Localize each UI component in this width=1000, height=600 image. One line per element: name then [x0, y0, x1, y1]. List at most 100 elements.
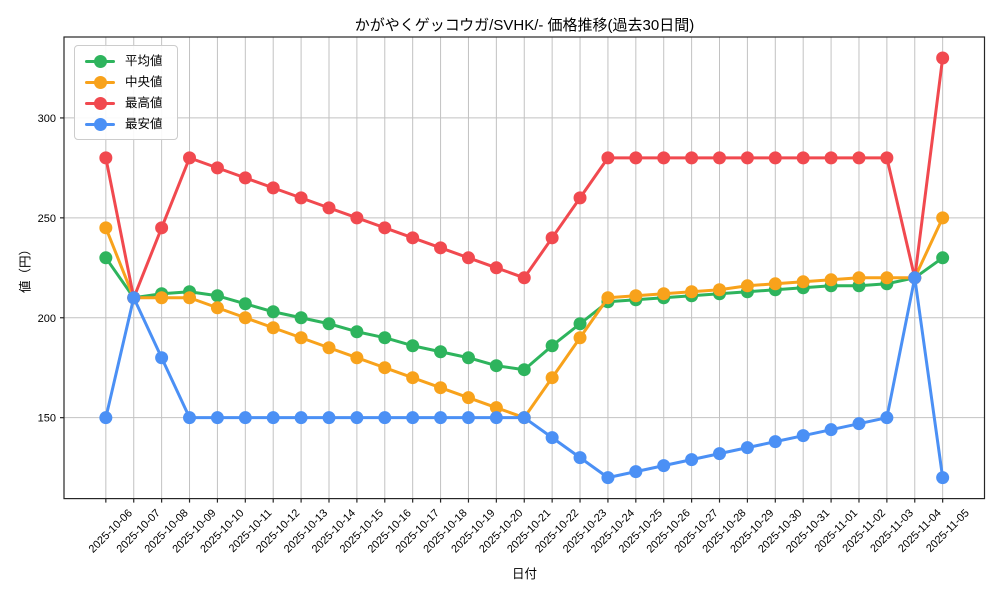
x-axis-label: 日付 — [511, 567, 537, 581]
data-point-max — [601, 151, 615, 165]
data-point-min — [127, 291, 141, 305]
y-tick-label: 250 — [38, 213, 56, 225]
data-point-median — [936, 211, 950, 225]
data-point-max — [573, 191, 587, 205]
data-point-max — [350, 211, 364, 225]
data-point-average — [238, 297, 252, 311]
legend-marker-max — [85, 96, 115, 110]
data-point-min — [99, 411, 113, 425]
data-point-min — [796, 429, 810, 443]
data-point-min — [573, 451, 587, 465]
data-point-average — [573, 317, 587, 331]
data-point-max — [824, 151, 838, 165]
data-point-average — [99, 251, 113, 265]
data-point-min — [629, 465, 643, 479]
legend-marker-median — [85, 75, 115, 89]
data-point-min — [852, 417, 866, 431]
data-point-min — [713, 447, 727, 461]
data-point-median — [685, 285, 699, 299]
data-point-median — [350, 351, 364, 365]
data-point-average — [294, 311, 308, 325]
legend-marker-min — [85, 117, 115, 131]
data-point-min — [322, 411, 336, 425]
data-point-max — [294, 191, 308, 205]
data-point-max — [657, 151, 671, 165]
data-point-average — [350, 325, 364, 339]
data-point-median — [573, 331, 587, 345]
data-point-min — [685, 453, 699, 467]
legend-label-min: 最安値 — [125, 117, 163, 131]
data-point-median — [601, 291, 615, 305]
data-point-min — [406, 411, 420, 425]
data-point-max — [406, 231, 420, 245]
data-point-median — [294, 331, 308, 345]
data-point-average — [461, 351, 475, 365]
data-point-median — [545, 371, 559, 385]
legend-item-min: 最安値 — [85, 117, 163, 131]
data-point-max — [936, 51, 950, 65]
data-point-min — [294, 411, 308, 425]
data-point-average — [545, 339, 559, 353]
data-point-min — [908, 271, 922, 285]
data-point-max — [768, 151, 782, 165]
data-point-max — [796, 151, 810, 165]
data-point-median — [434, 381, 448, 395]
data-point-min — [266, 411, 280, 425]
data-point-min — [489, 411, 503, 425]
data-point-max — [378, 221, 392, 235]
data-point-min — [824, 423, 838, 437]
legend-label-median: 中央値 — [125, 75, 163, 89]
data-point-median — [266, 321, 280, 335]
data-point-max — [99, 151, 113, 165]
data-point-median — [489, 401, 503, 415]
data-point-min — [545, 431, 559, 445]
y-tick-label: 300 — [38, 113, 56, 125]
data-point-min — [601, 471, 615, 485]
data-point-max — [322, 201, 336, 215]
data-point-min — [880, 411, 894, 425]
data-point-median — [155, 291, 169, 305]
data-point-max — [517, 271, 531, 285]
data-point-max — [155, 221, 169, 235]
data-point-median — [461, 391, 475, 405]
data-point-min — [210, 411, 224, 425]
data-point-max — [489, 261, 503, 275]
data-point-average — [266, 305, 280, 319]
data-point-average — [210, 289, 224, 303]
data-point-average — [378, 331, 392, 345]
data-point-min — [768, 435, 782, 449]
legend-label-max: 最高値 — [125, 96, 163, 110]
data-point-min — [517, 411, 531, 425]
legend-item-average: 平均値 — [85, 54, 163, 68]
data-point-average — [489, 359, 503, 373]
data-point-median — [713, 283, 727, 297]
data-point-average — [434, 345, 448, 359]
legend: 平均値中央値最高値最安値 — [74, 45, 178, 140]
y-tick-label: 150 — [38, 413, 56, 425]
data-point-max — [852, 151, 866, 165]
data-point-median — [183, 291, 197, 305]
data-point-max — [880, 151, 894, 165]
data-point-median — [824, 273, 838, 287]
data-point-min — [740, 441, 754, 455]
data-point-min — [461, 411, 475, 425]
data-point-min — [350, 411, 364, 425]
data-point-max — [434, 241, 448, 255]
data-point-average — [406, 339, 420, 353]
y-tick-label: 200 — [38, 313, 56, 325]
data-point-max — [238, 171, 252, 185]
data-point-median — [99, 221, 113, 235]
data-point-average — [322, 317, 336, 331]
chart-title: かがやくゲッコウガ/SVHK/- 価格推移(過去30日間) — [354, 17, 695, 34]
data-point-median — [629, 289, 643, 303]
data-point-median — [657, 287, 671, 301]
data-point-median — [378, 361, 392, 375]
data-point-max — [629, 151, 643, 165]
data-point-min — [183, 411, 197, 425]
data-point-max — [183, 151, 197, 165]
data-point-median — [852, 271, 866, 285]
data-point-min — [378, 411, 392, 425]
data-point-max — [210, 161, 224, 175]
data-point-median — [322, 341, 336, 355]
data-point-max — [461, 251, 475, 265]
